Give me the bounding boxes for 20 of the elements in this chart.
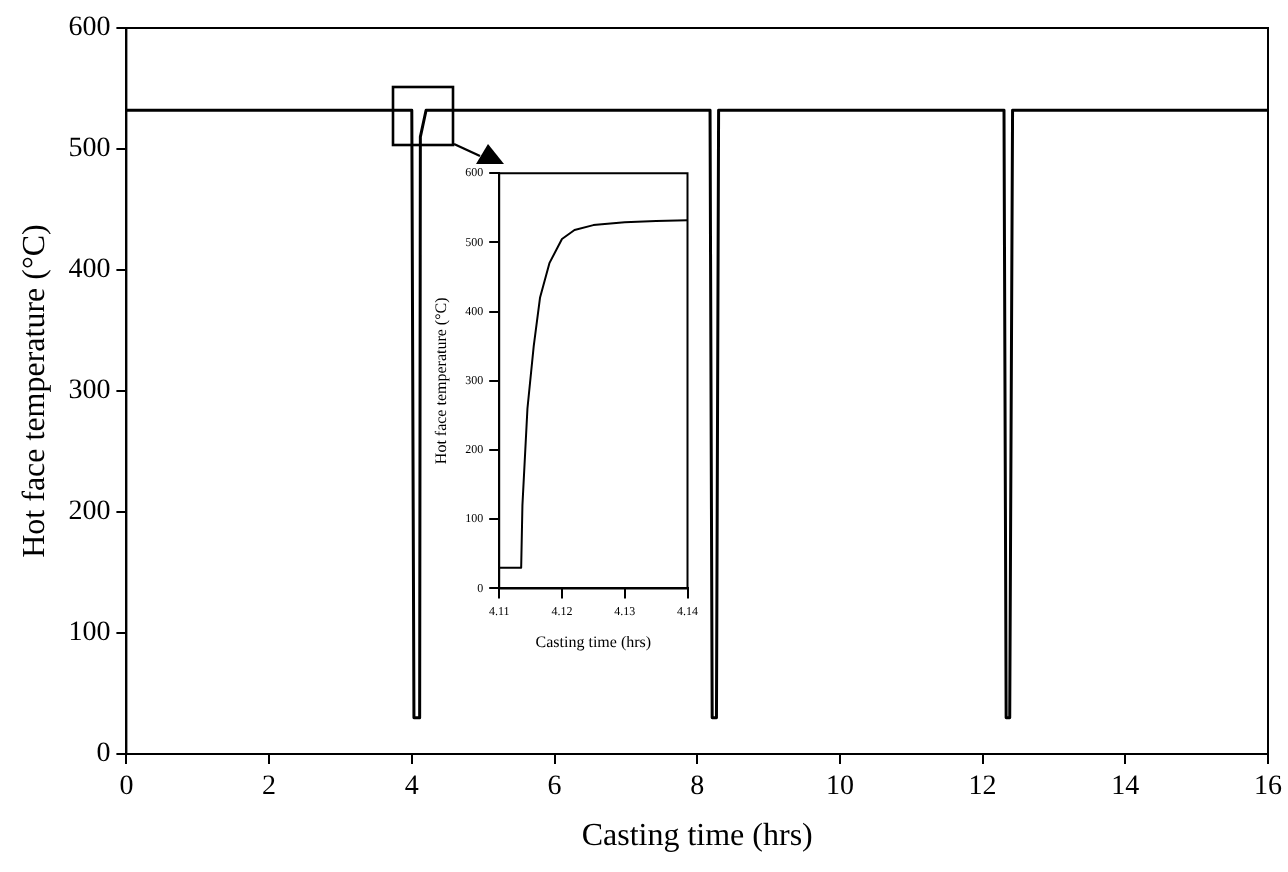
x-tick-label: 0 [119,772,134,803]
y-tick-label: 600 [68,13,111,44]
x-tick-label: 2 [262,772,277,803]
y-tick-label: 300 [68,376,111,407]
y-tick-label: 400 [68,255,111,286]
x-tick-label: 10 [825,772,854,803]
y-axis-title: Hot face temperature (°C) [431,296,450,465]
x-tick-label: 14 [1111,772,1140,803]
y-tick-label: 200 [68,497,111,528]
x-tick-label: 12 [968,772,997,803]
y-tick-label: 100 [68,618,111,649]
x-axis-title: Casting time (hrs) [535,632,652,651]
x-tick-label: 8 [690,772,705,803]
x-tick-label: 16 [1254,772,1282,803]
x-tick-label: 6 [547,772,562,803]
y-tick-label: 500 [68,134,111,165]
x-tick-label: 4 [404,772,419,803]
x-axis-title: Casting time (hrs) [581,819,813,854]
y-axis-title: Hot face temperature (°C) [17,224,52,558]
y-tick-label: 0 [96,739,111,770]
